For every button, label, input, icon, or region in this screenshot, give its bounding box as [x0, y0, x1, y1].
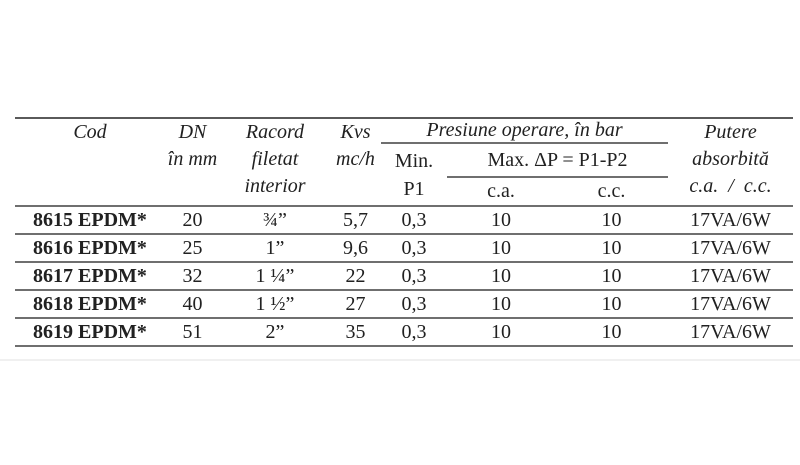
table-row-8618: 8618 EPDM* 40 1 ½” 27 0,3 10 10 17VA/6W: [15, 289, 794, 318]
cell-dn: 25: [165, 233, 220, 262]
cell-kvs: 5,7: [330, 205, 381, 234]
cell-cc: 10: [555, 261, 669, 290]
col-header-max-dp: Max. ΔP = P1-P2: [447, 143, 669, 178]
col-header-cod: Cod: [15, 118, 165, 206]
table-row-8619: 8619 EPDM* 51 2” 35 0,3 10 10 17VA/6W: [15, 317, 794, 346]
cell-dn: 40: [165, 289, 220, 318]
col-header-cod-label: Cod: [73, 121, 107, 143]
page-divider-line: [0, 359, 800, 361]
header-row-3: c.a. c.c.: [15, 177, 793, 206]
col-header-kvs: Kvs mc/h: [336, 121, 375, 170]
table-row-8615: 8615 EPDM* 20 ¾” 5,7 0,3 10 10 17VA/6W: [15, 205, 794, 234]
col-header-cc: c.c.: [597, 180, 626, 202]
header-row-2: Min. P1 Max. ΔP = P1-P2: [15, 143, 793, 200]
cell-dn: 51: [165, 317, 220, 346]
header-row-1: Cod DN în mm Racord filetat interior Kvs…: [15, 118, 793, 197]
col-group-presiune: Presiune operare, în bar: [381, 118, 669, 144]
cell-ca: 10: [447, 317, 555, 346]
valve-spec-table: Cod DN în mm Racord filetat interior Kvs…: [15, 117, 794, 347]
cell-cod: 8615 EPDM*: [15, 205, 165, 234]
cell-cc: 10: [555, 289, 669, 318]
cell-kvs: 27: [330, 289, 381, 318]
cell-dn: 32: [165, 261, 220, 290]
cell-racord: ¾”: [220, 205, 330, 234]
cell-dn: 20: [165, 205, 220, 234]
cell-putere: 17VA/6W: [668, 317, 794, 346]
cell-cc: 10: [555, 317, 669, 346]
col-header-putere: Putere absorbită c.a. / c.c.: [689, 121, 772, 197]
table-row-8617: 8617 EPDM* 32 1 ¼” 22 0,3 10 10 17VA/6W: [15, 261, 794, 290]
cell-min-p1: 0,3: [381, 289, 447, 318]
cell-min-p1: 0,3: [381, 317, 447, 346]
cell-kvs: 22: [330, 261, 381, 290]
cell-cod: 8616 EPDM*: [15, 233, 165, 262]
cell-min-p1: 0,3: [381, 205, 447, 234]
col-header-racord: Racord filetat interior: [244, 121, 306, 197]
col-header-ca: c.a.: [487, 180, 515, 202]
cell-min-p1: 0,3: [381, 233, 447, 262]
cell-cc: 10: [555, 233, 669, 262]
cell-cc: 10: [555, 205, 669, 234]
cell-ca: 10: [447, 205, 555, 234]
table-row-8616: 8616 EPDM* 25 1” 9,6 0,3 10 10 17VA/6W: [15, 233, 794, 262]
col-header-min-p1: Min. P1: [394, 149, 434, 200]
cell-racord: 2”: [220, 317, 330, 346]
cell-ca: 10: [447, 233, 555, 262]
cell-kvs: 9,6: [330, 233, 381, 262]
cell-putere: 17VA/6W: [668, 289, 794, 318]
cell-kvs: 35: [330, 317, 381, 346]
cell-racord: 1 ½”: [220, 289, 330, 318]
col-header-dn: DN în mm: [167, 121, 218, 170]
cell-cod: 8619 EPDM*: [15, 317, 165, 346]
cell-putere: 17VA/6W: [668, 205, 794, 234]
cell-min-p1: 0,3: [381, 261, 447, 290]
cell-racord: 1”: [220, 233, 330, 262]
cell-racord: 1 ¼”: [220, 261, 330, 290]
cell-ca: 10: [447, 261, 555, 290]
cell-ca: 10: [447, 289, 555, 318]
cell-putere: 17VA/6W: [668, 233, 794, 262]
cell-cod: 8617 EPDM*: [15, 261, 165, 290]
cell-putere: 17VA/6W: [668, 261, 794, 290]
cell-cod: 8618 EPDM*: [15, 289, 165, 318]
